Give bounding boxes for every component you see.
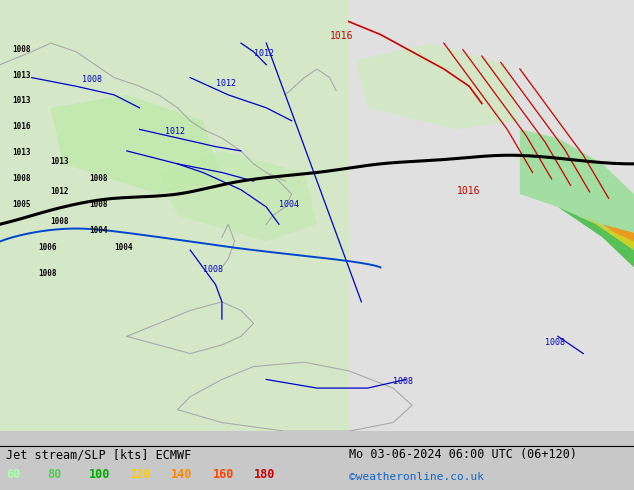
- Text: 1008: 1008: [82, 75, 103, 84]
- Text: 180: 180: [254, 468, 275, 481]
- Text: 140: 140: [171, 468, 193, 481]
- Text: 1013: 1013: [13, 148, 31, 157]
- Polygon shape: [51, 95, 222, 194]
- Text: 1012: 1012: [51, 187, 69, 196]
- Text: 1008: 1008: [203, 265, 223, 273]
- Text: 1004: 1004: [279, 200, 299, 209]
- Text: 1008: 1008: [13, 174, 31, 183]
- Polygon shape: [0, 0, 349, 431]
- Text: 1016: 1016: [456, 186, 480, 196]
- Text: 1008: 1008: [545, 338, 566, 347]
- Text: 1005: 1005: [13, 200, 31, 209]
- Text: 1008: 1008: [89, 200, 107, 209]
- Polygon shape: [583, 216, 634, 250]
- Text: 100: 100: [89, 468, 110, 481]
- Text: 1008: 1008: [51, 217, 69, 226]
- Text: 1013: 1013: [13, 97, 31, 105]
- Text: 1004: 1004: [89, 226, 107, 235]
- Text: 1008: 1008: [13, 45, 31, 54]
- Polygon shape: [349, 0, 634, 431]
- Text: 1016: 1016: [330, 31, 353, 41]
- Text: 80: 80: [48, 468, 61, 481]
- Text: 1013: 1013: [51, 157, 69, 166]
- Polygon shape: [355, 43, 520, 129]
- Text: 1004: 1004: [114, 243, 133, 252]
- Polygon shape: [158, 151, 317, 242]
- Text: Jet stream/SLP [kts] ECMWF: Jet stream/SLP [kts] ECMWF: [6, 448, 191, 461]
- Polygon shape: [558, 207, 634, 268]
- Text: 1012: 1012: [165, 127, 185, 136]
- Text: ©weatheronline.co.uk: ©weatheronline.co.uk: [349, 472, 484, 482]
- Polygon shape: [602, 224, 634, 242]
- Text: 1006: 1006: [38, 243, 56, 252]
- Text: 1013: 1013: [13, 71, 31, 79]
- Text: 1012: 1012: [254, 49, 274, 58]
- Text: 1016: 1016: [13, 122, 31, 131]
- Text: 60: 60: [6, 468, 20, 481]
- Polygon shape: [520, 129, 634, 268]
- Text: 1008: 1008: [393, 377, 413, 386]
- Text: 1012: 1012: [216, 79, 236, 88]
- Text: 1008: 1008: [89, 174, 107, 183]
- Text: Mo 03-06-2024 06:00 UTC (06+120): Mo 03-06-2024 06:00 UTC (06+120): [349, 448, 577, 461]
- Text: 160: 160: [212, 468, 234, 481]
- Text: 1008: 1008: [38, 269, 56, 278]
- Text: 120: 120: [130, 468, 152, 481]
